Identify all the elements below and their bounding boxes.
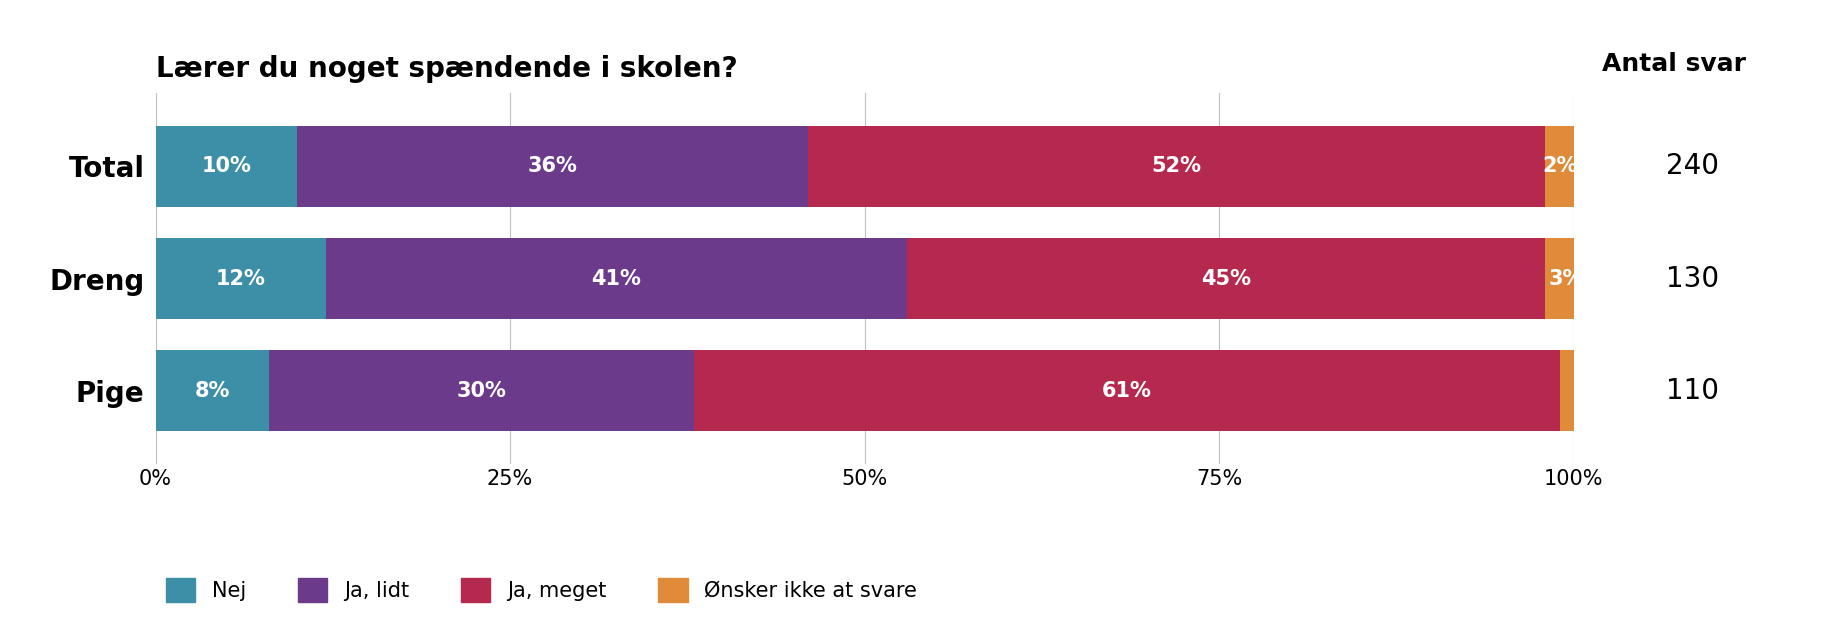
Text: 10%: 10% (201, 156, 251, 176)
Bar (156, 238, 326, 319)
Bar (296, 126, 809, 207)
Text: 8%: 8% (194, 381, 231, 401)
Text: 240: 240 (1667, 153, 1718, 180)
Bar (1559, 350, 1574, 431)
Text: Antal svar: Antal svar (1603, 52, 1746, 75)
Bar (908, 238, 1546, 319)
Text: 2%: 2% (1543, 156, 1577, 176)
Text: 3%: 3% (1548, 269, 1585, 289)
Text: 41%: 41% (591, 269, 642, 289)
Bar (695, 350, 1559, 431)
Bar (156, 126, 296, 207)
Bar (156, 350, 269, 431)
Text: 30%: 30% (458, 381, 507, 401)
Bar (269, 350, 695, 431)
Text: 52%: 52% (1151, 156, 1202, 176)
Bar (809, 126, 1546, 207)
Legend: Nej, Ja, lidt, Ja, meget, Ønsker ikke at svare: Nej, Ja, lidt, Ja, meget, Ønsker ikke at… (167, 578, 917, 602)
Text: 61%: 61% (1102, 381, 1153, 401)
Text: 36%: 36% (527, 156, 578, 176)
Bar (1545, 238, 1588, 319)
Text: Lærer du noget spændende i skolen?: Lærer du noget spændende i skolen? (156, 55, 737, 82)
Text: 110: 110 (1667, 377, 1718, 404)
Text: 12%: 12% (216, 269, 265, 289)
Text: 45%: 45% (1200, 269, 1252, 289)
Bar (1545, 126, 1574, 207)
Text: 130: 130 (1665, 265, 1720, 292)
Bar (326, 238, 908, 319)
